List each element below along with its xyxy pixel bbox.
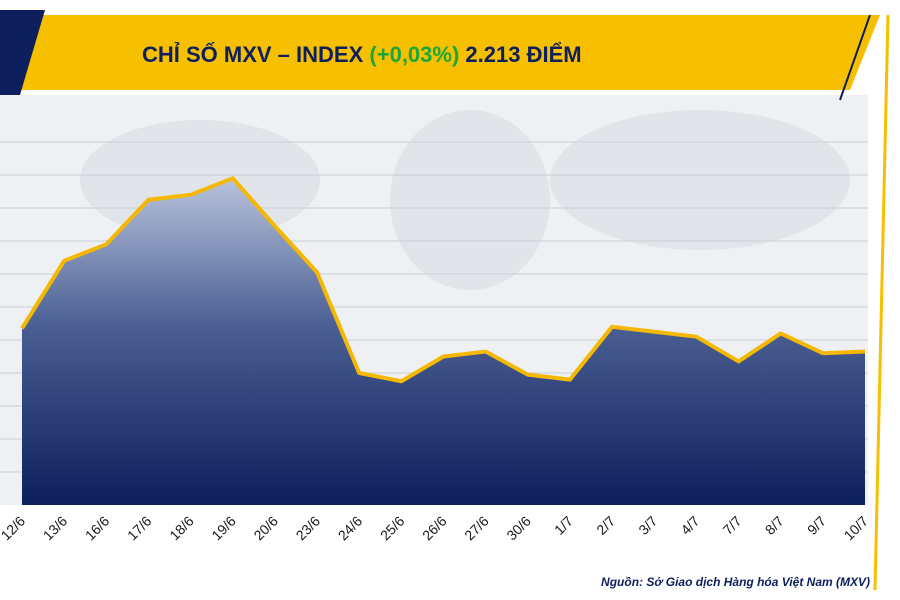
line (20, 176, 866, 384)
logo (0, 10, 45, 95)
chart-title: CHỈ SỐ MXV – INDEX (+0,03%) 2.213 ĐIỂM (142, 41, 582, 67)
title-change: (+0,03%) (369, 42, 459, 67)
title-banner (0, 15, 880, 90)
map-decoration (80, 110, 850, 290)
decoration-line (873, 14, 890, 591)
title-value: 2.213 ĐIỂM (465, 42, 581, 67)
decoration-line (839, 14, 871, 101)
area (22, 178, 865, 506)
source: Nguồn: Sở Giao dịch Hàng hóa Việt Nam (M… (601, 575, 870, 589)
title-text: CHỈ SỐ MXV – INDEX (142, 41, 364, 67)
